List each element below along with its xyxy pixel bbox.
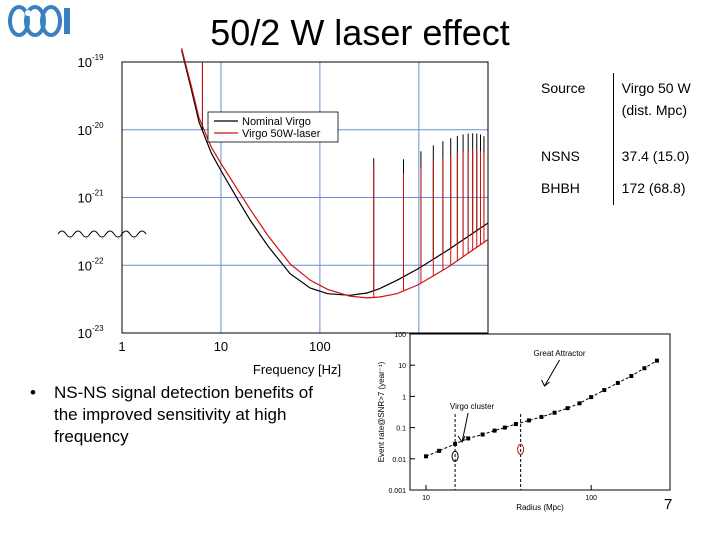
y-tick-label: 10 [78, 326, 92, 341]
data-point [493, 429, 497, 433]
y-tick-label: 10 [398, 363, 406, 370]
x-tick-label: 10 [422, 495, 430, 502]
source-range-table: Source Virgo 50 W (dist. Mpc) NSNS 37.4 … [533, 73, 720, 205]
data-point [481, 433, 485, 437]
legend-label: Virgo 50W-laser [242, 128, 321, 140]
x-tick-label: 10 [214, 339, 228, 354]
table-cell: 172 (68.8) [613, 173, 720, 205]
arrowhead-icon [458, 436, 465, 442]
bullet-point: • NS-NS signal detection benefits of the… [30, 382, 340, 448]
arrowhead-icon [542, 380, 550, 386]
table-cell: 37.4 (15.0) [613, 141, 720, 173]
series-line-laser [182, 48, 488, 298]
y-tick-label: 10 [78, 258, 92, 273]
y-tick-label: 10 [78, 123, 92, 138]
table-row: BHBH 172 (68.8) [533, 173, 720, 205]
data-point [629, 374, 633, 378]
data-point [578, 401, 582, 405]
bullet-icon: • [30, 382, 36, 404]
bullet-text: NS-NS signal detection benefits of the i… [54, 382, 340, 448]
table-header-cell: Source [533, 73, 613, 141]
data-point [424, 454, 428, 458]
x-tick-label: 100 [309, 339, 331, 354]
y-axis-label: Event rate@SNR>7 (year⁻¹) [377, 361, 386, 462]
page-number: 7 [664, 496, 672, 513]
y-tick-exponent: -22 [92, 256, 104, 265]
y-tick-label: 100 [394, 332, 406, 339]
y-tick-label: 0.001 [388, 488, 406, 495]
data-point [466, 436, 470, 440]
table-cell: NSNS [533, 141, 613, 173]
y-tick-exponent: -23 [92, 324, 104, 333]
data-point [642, 366, 646, 370]
legend-label: Nominal Virgo [242, 116, 311, 128]
data-point [553, 411, 557, 415]
table-cell: BHBH [533, 173, 613, 205]
x-tick-label: 100 [585, 495, 597, 502]
data-point [655, 359, 659, 363]
y-tick-exponent: -20 [92, 121, 104, 130]
y-tick-exponent: -19 [92, 53, 104, 62]
x-tick-label: 1 [118, 339, 125, 354]
data-point [589, 395, 593, 399]
event-rate-chart: 100 10 1 0.1 0.01 0.001 10 100 Radius (Mpc) Event… [340, 324, 680, 524]
y-tick-exponent: -21 [92, 189, 104, 198]
data-point [566, 406, 570, 410]
y-tick-label: 10 [78, 55, 92, 70]
data-point [437, 449, 441, 453]
annotation-label: Virgo cluster [450, 402, 495, 411]
table-row: NSNS 37.4 (15.0) [533, 141, 720, 173]
data-point [539, 415, 543, 419]
table-header-row: Source Virgo 50 W (dist. Mpc) [533, 73, 720, 141]
data-point [527, 418, 531, 422]
y-tick-label: 10 [78, 191, 92, 206]
data-point [616, 381, 620, 385]
x-axis-label: Radius (Mpc) [516, 503, 564, 512]
data-point [602, 388, 606, 392]
table-header-cell: Virgo 50 W (dist. Mpc) [613, 73, 720, 141]
x-axis-label: Frequency [Hz] [253, 362, 341, 377]
y-tick-label: 0.1 [396, 426, 406, 433]
data-point [514, 422, 518, 426]
ego-virgo-logo-icon [6, 4, 76, 38]
y-tick-label: 1 [402, 394, 406, 401]
y-axis-handwritten-label [58, 231, 146, 237]
y-tick-label: 0.01 [392, 457, 406, 464]
annotation-arrow [545, 360, 560, 386]
annotation-label: Great Attractor [534, 349, 586, 358]
data-point [503, 426, 507, 430]
